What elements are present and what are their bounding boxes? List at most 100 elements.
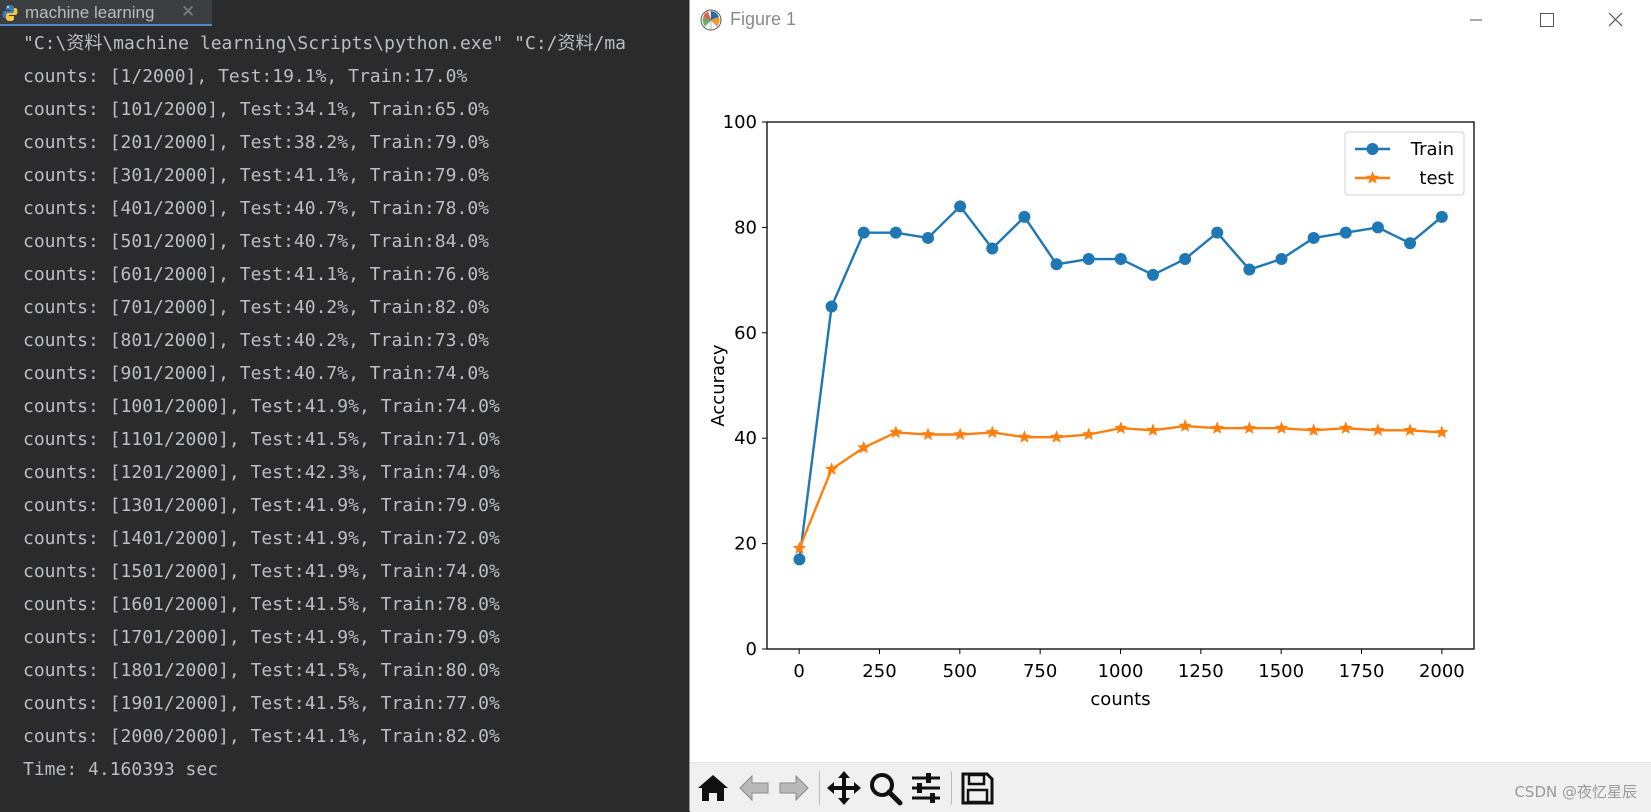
figure-window[interactable]: Figure 1 0 250 500 750 1000 1250 1500 1750 2000 0… [689, 0, 1651, 812]
maximize-button[interactable] [1516, 0, 1576, 40]
data-point [1114, 253, 1127, 266]
y-tick-label: 60 [734, 323, 757, 344]
data-point [1178, 419, 1192, 432]
data-point [857, 440, 871, 454]
data-point [1114, 421, 1128, 434]
console-line: counts: [201/2000], Test:38.2%, Train:79… [23, 132, 489, 153]
data-point [792, 541, 807, 555]
legend-label: Train [1410, 139, 1454, 160]
x-tick-label: 2000 [1419, 661, 1465, 682]
series-line [798, 424, 1442, 549]
console-line: counts: [1801/2000], Test:41.5%, Train:8… [23, 660, 500, 681]
console-line: counts: [1901/2000], Test:41.5%, Train:7… [23, 693, 500, 714]
data-point [1018, 210, 1031, 223]
legend-marker [1366, 143, 1379, 155]
y-tick-label: 80 [734, 217, 757, 238]
data-point [1371, 423, 1385, 436]
console-line: Time: 4.160393 sec [23, 759, 219, 780]
console-line: counts: [101/2000], Test:34.1%, Train:65… [23, 99, 489, 120]
data-point [1179, 253, 1192, 266]
console-line: "C:\资料\machine learning\Scripts\python.e… [23, 33, 627, 54]
data-point [1307, 231, 1320, 244]
x-axis-label: counts [1090, 689, 1150, 710]
data-point [1339, 226, 1352, 239]
forward-button[interactable] [774, 768, 814, 808]
console-line: counts: [401/2000], Test:40.7%, Train:78… [23, 198, 489, 219]
console-line: counts: [1601/2000], Test:41.5%, Train:7… [23, 594, 500, 615]
console-line: counts: [701/2000], Test:40.2%, Train:82… [23, 297, 489, 318]
window-titlebar[interactable]: Figure 1 [690, 0, 1651, 40]
data-point [857, 226, 870, 239]
data-point [1435, 425, 1449, 439]
legend: Train test [1344, 131, 1465, 196]
navigation-toolbar: CSDN @夜忆星辰 [690, 762, 1651, 812]
data-point [1082, 427, 1096, 441]
toolbar-separator [951, 771, 952, 805]
configure-subplots-button[interactable] [906, 768, 946, 808]
back-button[interactable] [734, 768, 774, 808]
data-point [1146, 423, 1160, 436]
save-icon [961, 772, 994, 805]
x-tick-label: 250 [862, 661, 896, 682]
y-tick-label: 100 [723, 112, 757, 133]
data-point [1049, 430, 1064, 443]
y-tick-label: 20 [734, 534, 757, 555]
matplotlib-icon [700, 9, 722, 31]
close-tab-icon[interactable]: ✕ [181, 2, 196, 22]
console-line: counts: [1001/2000], Test:41.9%, Train:7… [23, 396, 500, 417]
save-button[interactable] [957, 768, 997, 808]
console-line: counts: [1/2000], Test:19.1%, Train:17.0… [23, 66, 468, 87]
data-point [1404, 237, 1417, 250]
legend-marker [1365, 171, 1380, 184]
data-point [1242, 421, 1257, 434]
y-tick-label: 0 [746, 639, 757, 660]
console-line: counts: [901/2000], Test:40.7%, Train:74… [23, 363, 489, 384]
console-line: counts: [501/2000], Test:40.7%, Train:84… [23, 231, 489, 252]
console-line: counts: [1501/2000], Test:41.9%, Train:7… [23, 561, 500, 582]
data-point [985, 425, 999, 439]
back-arrow-icon [739, 774, 769, 802]
close-icon [1608, 12, 1623, 27]
data-point [1339, 421, 1353, 434]
x-tick-label: 500 [943, 661, 977, 682]
legend-label: test [1419, 168, 1454, 189]
python-icon [2, 5, 18, 21]
console-line: counts: [1401/2000], Test:41.9%, Train:7… [23, 528, 500, 549]
minimize-button[interactable] [1446, 0, 1506, 40]
configure-subplots-icon [912, 773, 940, 803]
data-point [1371, 221, 1384, 234]
data-point [889, 425, 903, 439]
pan-button[interactable] [824, 768, 864, 808]
data-point [889, 226, 902, 239]
console-line: counts: [1101/2000], Test:41.5%, Train:7… [23, 429, 500, 450]
close-window-button[interactable] [1585, 0, 1645, 40]
data-point [986, 242, 999, 255]
data-point [824, 462, 839, 475]
series-train [793, 200, 1448, 566]
data-point [1017, 430, 1032, 443]
zoom-button[interactable] [865, 768, 905, 808]
pan-icon [827, 771, 861, 805]
data-point [1306, 423, 1321, 436]
data-point [1435, 210, 1448, 223]
series-test [792, 419, 1449, 555]
data-point [1050, 258, 1063, 271]
console-line: counts: [2000/2000], Test:41.1%, Train:8… [23, 726, 500, 747]
x-tick-label: 1750 [1339, 661, 1385, 682]
home-icon [698, 775, 728, 801]
minimize-icon [1470, 19, 1482, 21]
home-button[interactable] [693, 768, 733, 808]
run-console[interactable]: machine learning ✕ "C:\资料\machine learni… [0, 0, 690, 811]
x-tick-label: 1250 [1178, 661, 1224, 682]
console-line: counts: [1701/2000], Test:41.9%, Train:7… [23, 627, 500, 648]
data-point [953, 427, 967, 441]
forward-arrow-icon [779, 774, 809, 802]
x-tick-label: 1000 [1098, 661, 1144, 682]
accuracy-chart[interactable]: 0 250 500 750 1000 1250 1500 1750 2000 0 20 40 60 80 1… [690, 40, 1651, 762]
data-point [1211, 226, 1224, 239]
console-output: "C:\资料\machine learning\Scripts\python.e… [23, 27, 626, 786]
run-tab[interactable]: machine learning ✕ [0, 0, 212, 26]
data-point [1210, 421, 1224, 434]
console-line: counts: [1301/2000], Test:41.9%, Train:7… [23, 495, 500, 516]
run-tab-label: machine learning [25, 3, 155, 22]
